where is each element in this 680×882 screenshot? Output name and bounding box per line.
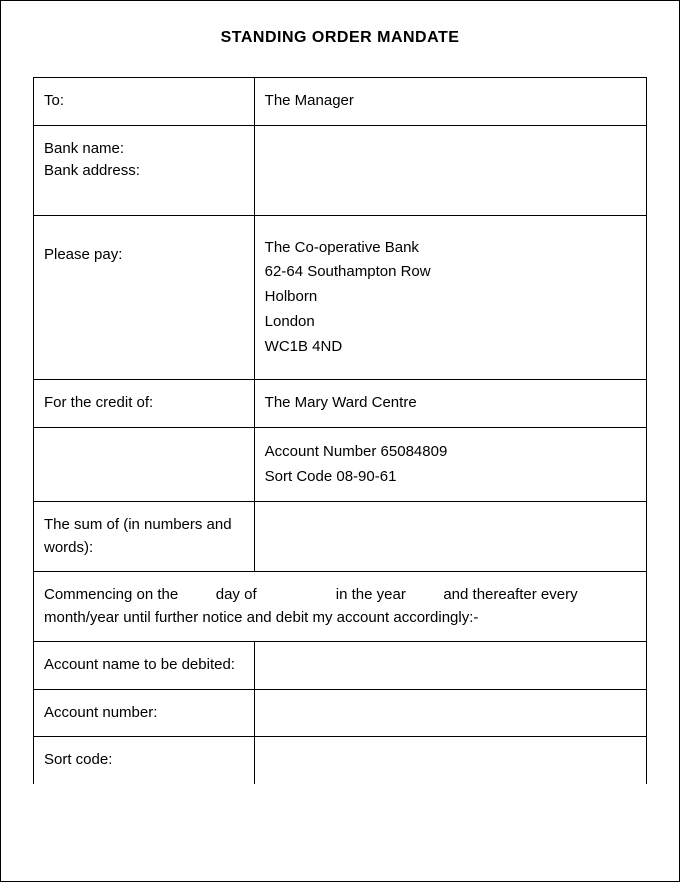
label-pay: Please pay: [34, 215, 255, 380]
pay-line-1: The Co-operative Bank [265, 236, 636, 261]
value-credit: The Mary Ward Centre [254, 380, 646, 428]
label-pay-text: Please pay: [44, 246, 122, 263]
value-debit-name [254, 642, 646, 690]
row-debit-number: Account number: [34, 689, 647, 737]
label-bank-address: Bank address: [44, 160, 244, 183]
label-sum: The sum of (in numbers and words): [34, 502, 255, 572]
account-number-line: Account Number 65084809 [265, 440, 636, 465]
row-debit-sort: Sort code: [34, 737, 647, 784]
row-debit-name: Account name to be debited: [34, 642, 647, 690]
row-bank: Bank name: Bank address: [34, 125, 647, 215]
label-debit-number: Account number: [34, 689, 255, 737]
value-sum [254, 502, 646, 572]
label-credit: For the credit of: [34, 380, 255, 428]
pay-line-5: WC1B 4ND [265, 335, 636, 360]
commencing-text: Commencing on the day of in the year and… [34, 572, 647, 642]
value-pay: The Co-operative Bank 62-64 Southampton … [254, 215, 646, 380]
row-pay: Please pay: The Co-operative Bank 62-64 … [34, 215, 647, 380]
label-debit-sort: Sort code: [34, 737, 255, 784]
label-to: To: [34, 78, 255, 126]
value-debit-sort [254, 737, 646, 784]
sort-code-line: Sort Code 08-90-61 [265, 465, 636, 490]
row-credit: For the credit of: The Mary Ward Centre [34, 380, 647, 428]
value-to: The Manager [254, 78, 646, 126]
value-debit-number [254, 689, 646, 737]
pay-line-4: London [265, 310, 636, 335]
form-table: To: The Manager Bank name: Bank address:… [33, 77, 647, 784]
row-to: To: The Manager [34, 78, 647, 126]
value-account-detail: Account Number 65084809 Sort Code 08-90-… [254, 427, 646, 502]
pay-line-2: 62-64 Southampton Row [265, 260, 636, 285]
row-commencing: Commencing on the day of in the year and… [34, 572, 647, 642]
value-bank [254, 125, 646, 215]
label-account-detail [34, 427, 255, 502]
pay-line-3: Holborn [265, 285, 636, 310]
row-account-detail: Account Number 65084809 Sort Code 08-90-… [34, 427, 647, 502]
row-sum: The sum of (in numbers and words): [34, 502, 647, 572]
label-bank: Bank name: Bank address: [34, 125, 255, 215]
label-debit-name: Account name to be debited: [34, 642, 255, 690]
label-bank-name: Bank name: [44, 138, 244, 161]
document-title: STANDING ORDER MANDATE [33, 29, 647, 47]
document-page: STANDING ORDER MANDATE To: The Manager B… [0, 0, 680, 882]
